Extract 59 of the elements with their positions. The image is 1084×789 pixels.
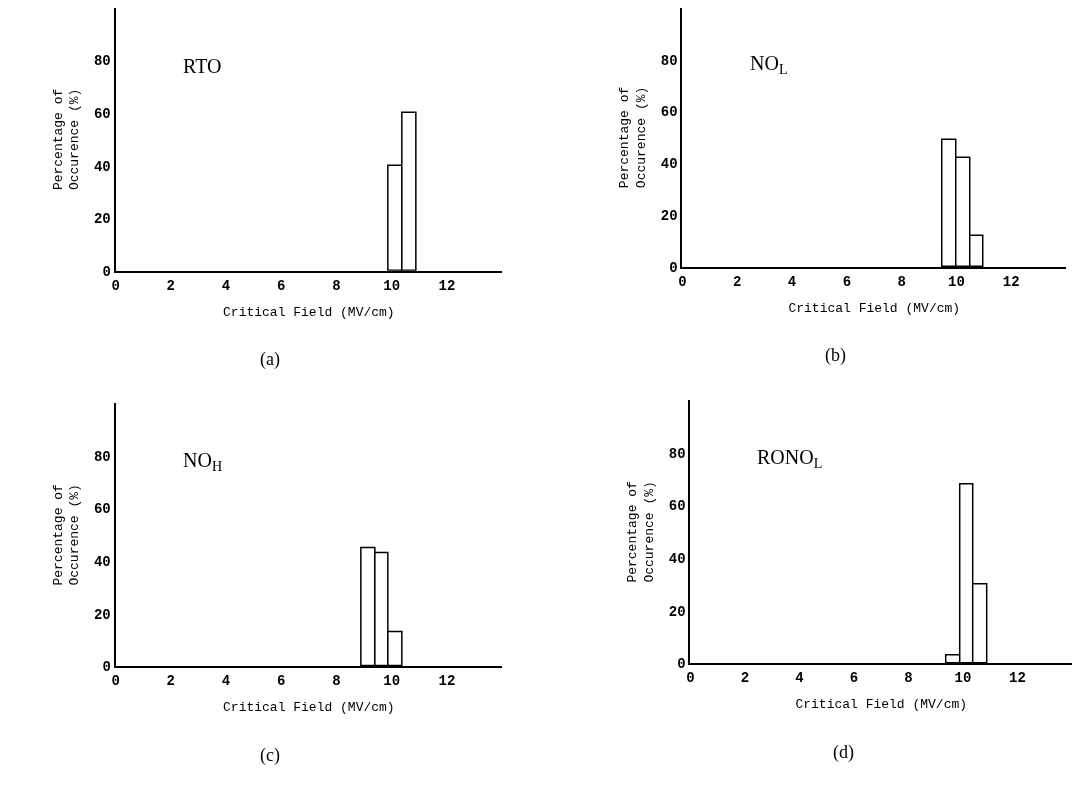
y-tick-label: 60 xyxy=(93,501,111,518)
x-axis-title: Critical Field (MV/cm) xyxy=(223,304,395,320)
x-tick-label: 8 xyxy=(904,670,913,687)
y-tick-label: 80 xyxy=(668,445,686,462)
x-tick-label: 12 xyxy=(438,673,456,690)
x-axis-title: Critical Field (MV/cm) xyxy=(223,700,395,716)
text: (d) xyxy=(833,742,854,763)
y-tick-label: 20 xyxy=(660,208,678,225)
y-tick-label: 40 xyxy=(93,554,111,571)
x-tick-label: 8 xyxy=(897,273,906,290)
y-tick-label: 80 xyxy=(660,52,678,69)
x-tick-label: 12 xyxy=(438,277,456,294)
y-axis-title: Percentage of Occurence (%) xyxy=(50,484,83,586)
y-tick-label: 60 xyxy=(660,104,678,121)
x-tick-label: 2 xyxy=(740,670,750,687)
x-tick-label: 8 xyxy=(332,277,341,294)
x-tick-label: 12 xyxy=(1002,273,1020,290)
y-tick-label: 0 xyxy=(677,656,686,673)
y-tick-label: 40 xyxy=(660,156,678,173)
text: NO$_{L}$ xyxy=(750,52,788,78)
y-tick-label: 0 xyxy=(102,659,111,676)
x-tick-label: 8 xyxy=(332,673,341,690)
text: NO$_{H}$ xyxy=(183,449,223,475)
x-tick-label: 4 xyxy=(795,670,804,687)
x-tick-label: 6 xyxy=(842,273,852,290)
y-tick-label: 0 xyxy=(669,259,678,276)
y-axis-title: Percentage of Occurence (%) xyxy=(617,86,650,189)
text: (b) xyxy=(825,345,846,366)
text: (c) xyxy=(260,745,280,766)
x-axis-title: Critical Field (MV/cm) xyxy=(795,697,968,713)
y-tick-label: 20 xyxy=(93,211,111,228)
y-axis-title: Percentage of Occurence (%) xyxy=(625,481,658,583)
x-tick-label: 2 xyxy=(166,673,176,690)
text: RTO xyxy=(183,55,222,77)
x-tick-label: 6 xyxy=(849,670,859,687)
y-tick-label: 60 xyxy=(93,106,111,122)
y-tick-label: 20 xyxy=(93,606,111,623)
x-tick-label: 12 xyxy=(1009,670,1026,687)
x-tick-label: 4 xyxy=(221,673,231,690)
x-tick-label: 2 xyxy=(166,277,176,294)
x-tick-label: 10 xyxy=(948,273,965,290)
x-axis-title: Critical Field (MV/cm) xyxy=(788,300,961,316)
x-tick-label: 6 xyxy=(277,673,286,690)
x-tick-label: 2 xyxy=(733,273,742,290)
y-tick-label: 80 xyxy=(93,53,111,70)
text: RONO$_{L}$ xyxy=(757,446,823,472)
x-tick-label: 4 xyxy=(221,277,231,294)
x-tick-label: 10 xyxy=(383,673,401,690)
x-tick-label: 10 xyxy=(383,277,401,294)
x-tick-label: 4 xyxy=(787,273,797,290)
y-tick-label: 40 xyxy=(93,158,111,175)
y-tick-label: 40 xyxy=(668,551,686,568)
x-tick-label: 10 xyxy=(954,670,972,687)
y-axis-title: Percentage of Occurence (%) xyxy=(50,88,83,191)
x-tick-label: 6 xyxy=(277,277,286,294)
y-tick-label: 60 xyxy=(668,498,686,515)
text: (a) xyxy=(260,349,280,370)
y-tick-label: 80 xyxy=(93,448,111,465)
y-tick-label: 20 xyxy=(668,603,686,620)
